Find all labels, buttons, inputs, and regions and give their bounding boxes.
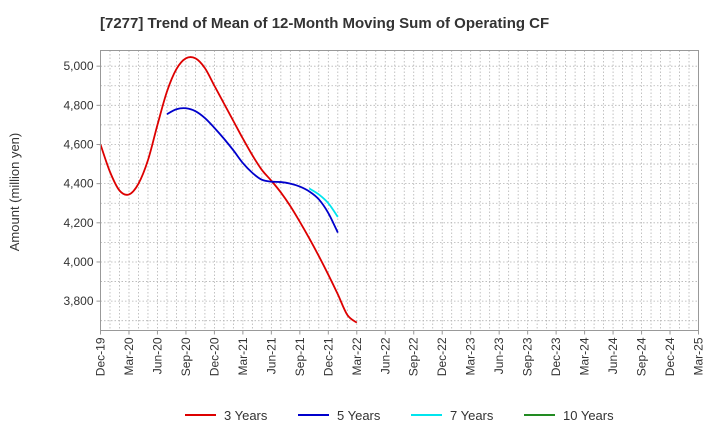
x-tick-label: Mar-21 bbox=[236, 337, 250, 375]
x-tick-label: Sep-22 bbox=[407, 337, 421, 376]
series-line-3-years bbox=[99, 56, 358, 324]
x-tick-label: Sep-20 bbox=[179, 337, 193, 376]
x-tick-label: Dec-19 bbox=[94, 337, 108, 376]
x-tick-label: Jun-20 bbox=[150, 337, 164, 374]
x-tick-label: Dec-24 bbox=[663, 337, 677, 376]
legend-label-7-years: 7 Years bbox=[450, 408, 494, 423]
y-tick-labels: 3,800 4,000 4,200 4,400 4,600 4,800 5,000 bbox=[63, 59, 101, 308]
x-tick-label: Mar-25 bbox=[692, 337, 706, 375]
x-tick-label: Dec-23 bbox=[549, 337, 563, 376]
y-tick-label: 4,400 bbox=[63, 177, 93, 191]
chart-title: [7277] Trend of Mean of 12-Month Moving … bbox=[100, 15, 549, 32]
y-tick-label: 4,600 bbox=[63, 137, 93, 151]
x-tick-label: Jun-24 bbox=[606, 337, 620, 374]
x-tick-label: Mar-23 bbox=[464, 337, 478, 375]
y-tick-label: 4,200 bbox=[63, 216, 93, 230]
legend-label-3-years: 3 Years bbox=[224, 408, 268, 423]
grid-layer bbox=[100, 50, 699, 331]
series-line-5-years bbox=[166, 107, 339, 233]
plot-frame bbox=[100, 50, 699, 331]
series-line-7-years bbox=[308, 187, 339, 218]
x-tick-label: Dec-20 bbox=[207, 337, 221, 376]
x-tick-label: Sep-24 bbox=[635, 337, 649, 376]
y-tick-label: 4,800 bbox=[63, 98, 93, 112]
x-tick-label: Sep-21 bbox=[293, 337, 307, 376]
x-tick-label: Jun-23 bbox=[492, 337, 506, 374]
x-tick-label: Dec-21 bbox=[321, 337, 335, 376]
legend-label-10-years: 10 Years bbox=[563, 408, 614, 423]
x-tick-label: Mar-24 bbox=[578, 337, 592, 375]
y-tick-label: 5,000 bbox=[63, 59, 93, 73]
x-tick-label: Dec-22 bbox=[435, 337, 449, 376]
y-tick-label: 3,800 bbox=[63, 294, 93, 308]
legend: 3 Years 5 Years 7 Years 10 Years bbox=[185, 408, 614, 423]
x-tick-label: Jun-22 bbox=[378, 337, 392, 374]
series-layer bbox=[99, 56, 358, 324]
x-tick-label: Mar-22 bbox=[350, 337, 364, 375]
legend-label-5-years: 5 Years bbox=[337, 408, 381, 423]
x-tick-label: Mar-20 bbox=[122, 337, 136, 375]
x-tick-labels: Dec-19 Mar-20 Jun-20 Sep-20 Dec-20 Mar-21 Jun-… bbox=[94, 330, 706, 376]
x-tick-label: Jun-21 bbox=[264, 337, 278, 374]
x-tick-label: Sep-23 bbox=[521, 337, 535, 376]
y-axis-label: Amount (million yen) bbox=[7, 133, 22, 252]
y-tick-label: 4,000 bbox=[63, 255, 93, 269]
